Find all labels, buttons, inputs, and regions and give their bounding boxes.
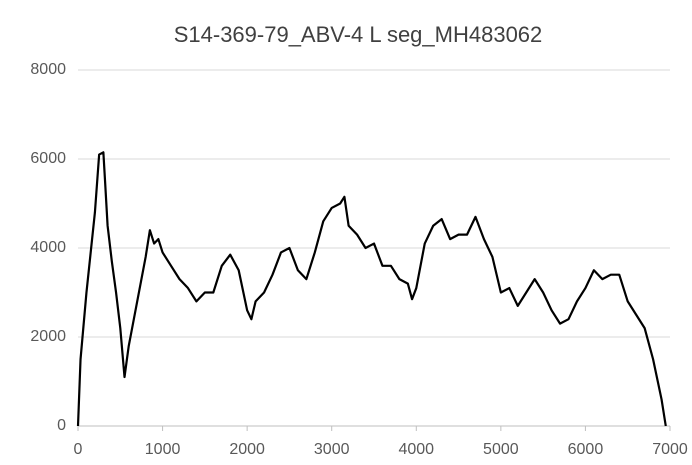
chart-title: S14-369-79_ABV-4 L seg_MH483062	[174, 22, 543, 47]
y-tick-label: 4000	[30, 239, 66, 256]
y-tick-label: 8000	[30, 61, 66, 78]
x-tick-label: 4000	[398, 441, 434, 458]
x-tick-label: 2000	[229, 441, 265, 458]
y-tick-label: 6000	[30, 150, 66, 167]
x-tick-label: 1000	[145, 441, 181, 458]
y-tick-label: 2000	[30, 328, 66, 345]
x-tick-label: 7000	[652, 441, 688, 458]
x-tick-label: 5000	[483, 441, 519, 458]
data-line	[76, 151, 667, 427]
x-tick-label: 3000	[314, 441, 350, 458]
x-tick-label: 6000	[568, 441, 604, 458]
y-tick-label: 0	[57, 417, 66, 434]
x-tick-label: 0	[74, 441, 83, 458]
